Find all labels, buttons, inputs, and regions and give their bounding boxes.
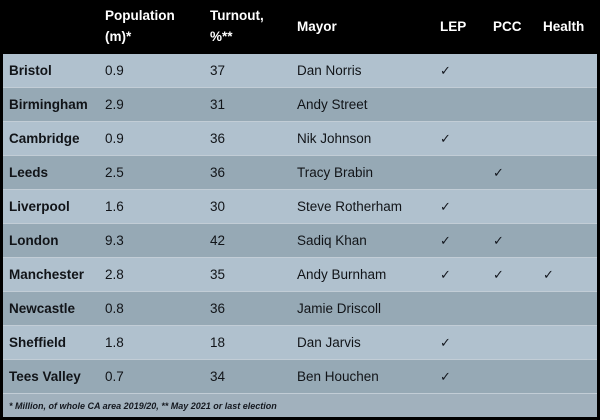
population-cell: 0.9 bbox=[105, 63, 124, 78]
table-row: Sheffield 1.8 18 Dan Jarvis ✓ bbox=[3, 325, 597, 359]
lep-checkmark-icon: ✓ bbox=[440, 198, 451, 214]
table-row: Manchester 2.8 35 Andy Burnham ✓ ✓ ✓ bbox=[3, 257, 597, 291]
lep-checkmark-icon: ✓ bbox=[440, 62, 451, 78]
row-label: Cambridge bbox=[9, 131, 80, 146]
population-cell: 0.9 bbox=[105, 131, 124, 146]
table-header: Population (m)* Turnout, %** Mayor LEP P… bbox=[3, 0, 597, 54]
row-label: Manchester bbox=[9, 267, 85, 282]
table-row: Liverpool 1.6 30 Steve Rotherham ✓ bbox=[3, 189, 597, 223]
row-label: Bristol bbox=[9, 63, 52, 78]
population-cell: 1.6 bbox=[105, 199, 124, 214]
population-cell: 2.5 bbox=[105, 165, 124, 180]
row-label: Newcastle bbox=[9, 301, 76, 316]
table-row: Birmingham 2.9 31 Andy Street bbox=[3, 87, 597, 121]
population-cell: 0.8 bbox=[105, 301, 124, 316]
population-cell: 2.9 bbox=[105, 97, 124, 112]
population-cell: 9.3 bbox=[105, 233, 124, 248]
column-header-turnout-line2: %** bbox=[210, 29, 233, 44]
mayor-cell: Dan Jarvis bbox=[297, 335, 361, 350]
turnout-cell: 30 bbox=[210, 199, 226, 214]
health-checkmark-icon: ✓ bbox=[543, 266, 554, 282]
population-cell: 0.7 bbox=[105, 369, 124, 384]
column-header-health: Health bbox=[543, 18, 585, 34]
row-label: Tees Valley bbox=[9, 369, 81, 384]
table-row: Tees Valley 0.7 34 Ben Houchen ✓ bbox=[3, 359, 597, 393]
turnout-cell: 18 bbox=[210, 335, 226, 350]
column-header-population-line2: (m)* bbox=[105, 29, 132, 44]
row-label: Liverpool bbox=[9, 199, 70, 214]
row-label: London bbox=[9, 233, 59, 248]
lep-checkmark-icon: ✓ bbox=[440, 266, 451, 282]
turnout-cell: 36 bbox=[210, 131, 226, 146]
pcc-checkmark-icon: ✓ bbox=[493, 232, 504, 248]
turnout-cell: 36 bbox=[210, 165, 226, 180]
column-header-population: Population (m)* bbox=[105, 6, 210, 48]
footnote-text: * Million, of whole CA area 2019/20, ** … bbox=[9, 400, 277, 411]
lep-checkmark-icon: ✓ bbox=[440, 130, 451, 146]
table-body: Bristol 0.9 37 Dan Norris ✓ Birmingham 2… bbox=[3, 54, 597, 393]
turnout-cell: 34 bbox=[210, 369, 226, 384]
table-row: Cambridge 0.9 36 Nik Johnson ✓ bbox=[3, 121, 597, 155]
row-label: Leeds bbox=[9, 165, 49, 180]
population-cell: 1.8 bbox=[105, 335, 124, 350]
turnout-cell: 31 bbox=[210, 97, 226, 112]
pcc-checkmark-icon: ✓ bbox=[493, 266, 504, 282]
turnout-cell: 35 bbox=[210, 267, 226, 282]
column-header-turnout-line1: Turnout, bbox=[210, 8, 264, 24]
column-header-mayor: Mayor bbox=[297, 18, 337, 34]
lep-checkmark-icon: ✓ bbox=[440, 368, 451, 384]
turnout-cell: 36 bbox=[210, 301, 226, 316]
mayor-cell: Dan Norris bbox=[297, 63, 362, 78]
lep-checkmark-icon: ✓ bbox=[440, 334, 451, 350]
table-row: London 9.3 42 Sadiq Khan ✓ ✓ bbox=[3, 223, 597, 257]
column-header-population-line1: Population bbox=[105, 8, 175, 24]
table-row: Newcastle 0.8 36 Jamie Driscoll bbox=[3, 291, 597, 325]
mayor-cell: Tracy Brabin bbox=[297, 165, 374, 180]
row-label: Birmingham bbox=[9, 97, 88, 112]
table-footnote: * Million, of whole CA area 2019/20, ** … bbox=[3, 393, 597, 417]
mayor-cell: Ben Houchen bbox=[297, 369, 379, 384]
column-header-turnout: Turnout, %** bbox=[210, 6, 297, 48]
mayor-cell: Steve Rotherham bbox=[297, 199, 403, 214]
mayor-cell: Andy Burnham bbox=[297, 267, 387, 282]
turnout-cell: 37 bbox=[210, 63, 226, 78]
mayor-cell: Sadiq Khan bbox=[297, 233, 367, 248]
pcc-checkmark-icon: ✓ bbox=[493, 164, 504, 180]
mayor-cell: Jamie Driscoll bbox=[297, 301, 382, 316]
mayor-cell: Nik Johnson bbox=[297, 131, 372, 146]
mayor-cell: Andy Street bbox=[297, 97, 368, 112]
column-header-lep: LEP bbox=[440, 18, 467, 34]
column-header-pcc: PCC bbox=[493, 18, 522, 34]
turnout-cell: 42 bbox=[210, 233, 226, 248]
lep-checkmark-icon: ✓ bbox=[440, 232, 451, 248]
row-label: Sheffield bbox=[9, 335, 67, 350]
table-row: Bristol 0.9 37 Dan Norris ✓ bbox=[3, 54, 597, 87]
table-row: Leeds 2.5 36 Tracy Brabin ✓ bbox=[3, 155, 597, 189]
population-cell: 2.8 bbox=[105, 267, 124, 282]
